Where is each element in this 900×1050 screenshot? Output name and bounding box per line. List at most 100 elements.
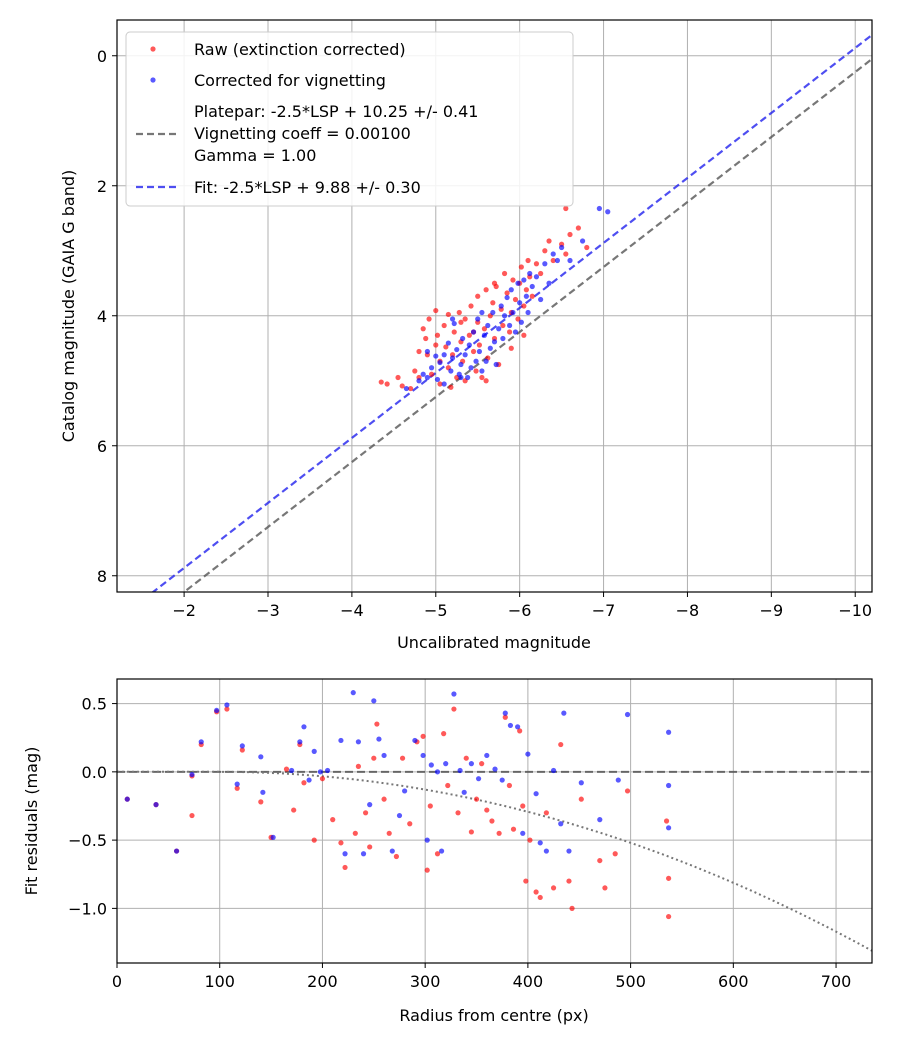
data-point xyxy=(537,894,543,901)
top-plot-frame xyxy=(116,19,873,593)
data-point xyxy=(367,802,373,808)
data-point xyxy=(289,767,295,774)
data-point xyxy=(456,309,462,316)
data-point xyxy=(451,706,457,712)
bottom-residual-plot: 0 100 200 300 400 500 600 700 0.5 0.0 −0.5 −1.0 Ra… xyxy=(22,678,873,1025)
x-tick-label: −7 xyxy=(592,601,616,620)
data-point xyxy=(434,376,441,383)
data-point xyxy=(367,844,373,850)
legend-label-raw: Raw (extinction corrected) xyxy=(194,40,406,59)
legend: Raw (extinction corrected) Corrected for… xyxy=(125,31,574,207)
data-point xyxy=(624,711,631,718)
bottom-reference-lines xyxy=(117,770,872,952)
x-tick-label: −4 xyxy=(340,601,364,620)
data-point xyxy=(605,209,611,215)
data-point xyxy=(575,225,581,231)
data-point xyxy=(489,818,495,824)
data-point xyxy=(566,878,572,884)
data-point xyxy=(434,769,441,775)
x-tick-label: −8 xyxy=(676,601,700,620)
data-point xyxy=(260,789,266,795)
data-point xyxy=(523,287,529,293)
top-x-ticks: −2 −3 −4 −5 −6 −7 −8 −9 −10 xyxy=(172,592,872,620)
data-point xyxy=(461,789,467,795)
data-point xyxy=(597,817,603,823)
data-point xyxy=(504,294,510,301)
data-point xyxy=(258,799,264,805)
data-point xyxy=(234,785,240,791)
data-point xyxy=(445,340,451,346)
data-point xyxy=(403,385,410,392)
data-point xyxy=(546,238,552,244)
x-tick-label: −3 xyxy=(256,601,280,620)
data-point xyxy=(416,348,422,355)
legend-label-platepar-1: Platepar: -2.5*LSP + 10.25 +/- 0.41 xyxy=(194,102,478,121)
data-point xyxy=(301,780,307,786)
top-points xyxy=(378,205,611,392)
x-tick-label: 500 xyxy=(615,972,646,991)
data-point xyxy=(507,722,514,729)
data-point xyxy=(393,853,400,860)
data-point xyxy=(407,821,413,827)
data-point xyxy=(428,762,434,768)
data-point xyxy=(445,782,451,789)
data-point xyxy=(451,320,457,327)
data-point xyxy=(512,296,519,303)
data-point xyxy=(423,335,429,342)
top-scatter-plot: −2 −3 −4 −5 −6 −7 −8 −9 −10 0 2 4 6 8 Uncalibrated m… xyxy=(59,19,873,652)
data-point xyxy=(427,803,433,809)
x-tick-label: −6 xyxy=(508,601,532,620)
data-point xyxy=(666,782,672,789)
x-tick-label: 100 xyxy=(204,972,235,991)
data-point xyxy=(424,374,430,381)
data-point xyxy=(433,353,439,359)
data-point xyxy=(517,300,523,306)
data-point xyxy=(533,274,540,280)
data-point xyxy=(460,335,466,342)
data-point xyxy=(550,251,556,257)
y-tick-label: −0.5 xyxy=(68,831,107,850)
data-point xyxy=(550,885,557,891)
data-point xyxy=(484,807,490,813)
bottom-y-axis-label: Fit residuals (mag) xyxy=(22,747,41,896)
legend-label-platepar-2: Vignetting coeff = 0.00100 xyxy=(194,124,411,143)
data-point xyxy=(558,741,564,748)
data-point xyxy=(434,332,441,338)
data-point xyxy=(485,322,491,329)
data-point xyxy=(483,358,489,364)
data-point xyxy=(424,837,430,843)
data-point xyxy=(258,754,264,760)
data-point xyxy=(317,769,323,775)
data-point xyxy=(521,303,527,309)
data-point xyxy=(596,205,602,212)
data-point xyxy=(441,381,447,387)
data-point xyxy=(533,791,539,797)
data-point xyxy=(437,359,443,366)
data-point xyxy=(352,830,358,836)
data-point xyxy=(338,840,344,846)
data-point xyxy=(451,691,457,697)
data-point xyxy=(448,368,454,374)
data-point xyxy=(473,368,479,374)
data-point xyxy=(441,731,447,737)
x-tick-label: 700 xyxy=(821,972,852,991)
bottom-x-ticks: 0 100 200 300 400 500 600 700 xyxy=(112,963,851,991)
data-point xyxy=(420,371,426,377)
data-point xyxy=(499,777,505,783)
data-point xyxy=(350,690,356,696)
x-tick-label: 400 xyxy=(513,972,544,991)
data-point xyxy=(538,296,544,303)
data-point xyxy=(428,365,435,371)
data-point xyxy=(462,352,468,358)
data-point xyxy=(479,374,485,381)
data-point xyxy=(487,345,493,351)
data-point xyxy=(479,761,485,767)
data-point xyxy=(386,830,392,836)
data-point xyxy=(438,848,445,854)
data-point xyxy=(297,739,303,745)
data-point xyxy=(371,698,377,704)
data-point xyxy=(234,781,240,787)
data-point xyxy=(330,817,336,823)
data-point xyxy=(542,261,548,267)
top-y-axis-label: Catalog magnitude (GAIA G band) xyxy=(59,170,78,442)
